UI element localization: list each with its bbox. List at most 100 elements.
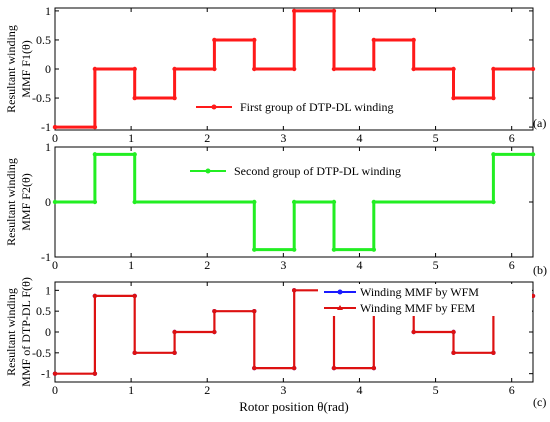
series-point <box>132 199 137 205</box>
series-point <box>451 329 456 335</box>
series-point <box>371 66 377 72</box>
x-tick-label: 6 <box>509 383 515 397</box>
panel-b: 0 1 2 3 4 5 6-101 Resultant winding MMF F2(θ) … <box>4 140 547 277</box>
panel-a-legend-label: First group of DTP-DL winding <box>240 100 394 114</box>
series-point <box>92 152 98 157</box>
series-point <box>291 247 297 252</box>
x-tick-label: 3 <box>280 383 286 397</box>
series-point <box>331 365 337 371</box>
x-tick-label: 1 <box>128 383 134 397</box>
y-tick-label: -1 <box>41 250 51 264</box>
panel-a-tag: (a) <box>533 116 546 130</box>
panel-a-ylabel-2: MMF F1(θ) <box>19 40 33 97</box>
series-point <box>172 329 177 335</box>
series-point <box>252 308 257 314</box>
x-tick-label: 0 <box>52 258 58 272</box>
panel-b-ylabel-2: MMF F2(θ) <box>19 173 33 230</box>
series-point <box>132 66 137 72</box>
panel-c-legend: Winding MMF by WFM Winding MMF by FEM <box>318 284 532 316</box>
y-tick-label: -1 <box>41 367 51 381</box>
series-point <box>451 95 456 101</box>
series-point <box>172 66 177 72</box>
series-point <box>172 95 177 101</box>
series-point <box>132 152 137 157</box>
series-point <box>491 199 496 205</box>
panel-a-ylabel-1: Resultant winding <box>4 25 18 113</box>
x-tick-label: 2 <box>204 131 210 145</box>
x-axis-label: Rotor position θ(rad) <box>239 399 349 414</box>
panel-c-ylabel-1: Resultant winding <box>4 288 18 376</box>
x-tick-label: 1 <box>128 258 134 272</box>
y-tick-label: 0.5 <box>36 304 51 318</box>
y-tick-label: 1 <box>45 283 51 297</box>
panel-c-legend-label-2: Winding MMF by FEM <box>360 301 476 315</box>
series-point <box>530 66 536 72</box>
x-tick-label: 6 <box>509 131 515 145</box>
series-point <box>92 371 98 376</box>
x-tick-label: 4 <box>356 383 362 397</box>
series-point <box>291 365 297 371</box>
series-point <box>212 308 217 314</box>
series-point <box>212 66 217 72</box>
x-tick-label: 0 <box>52 131 58 145</box>
panel-a: 0 1 2 3 4 5 6 -1 -0.5 0 0.5 1 Resultant winding MMF… <box>4 4 546 145</box>
series-point <box>411 37 416 43</box>
series-line <box>55 9 533 129</box>
series-point <box>252 66 257 72</box>
series-point <box>331 247 337 252</box>
series-point <box>491 66 496 72</box>
series-point <box>92 199 98 205</box>
series-point <box>52 371 58 376</box>
series-point <box>491 152 496 157</box>
panel-b-tag: (b) <box>533 263 547 277</box>
series-line <box>55 289 533 375</box>
x-tick-label: 4 <box>356 131 362 145</box>
series-point <box>291 199 297 205</box>
x-tick-label: 5 <box>433 258 439 272</box>
series-point <box>132 350 137 356</box>
series-point <box>252 365 257 371</box>
series-point <box>371 247 377 252</box>
series-point <box>491 350 496 356</box>
series-line <box>55 152 533 252</box>
y-tick-label: 1 <box>45 140 51 154</box>
series-point <box>172 350 177 356</box>
series-point <box>451 66 456 72</box>
x-tick-label: 3 <box>280 258 286 272</box>
series-point <box>252 247 257 252</box>
series-point <box>371 365 377 371</box>
series-point <box>371 37 377 43</box>
series-point <box>291 66 297 72</box>
series-point <box>411 66 416 72</box>
series-point <box>92 124 98 130</box>
panel-b-ylabel-1: Resultant winding <box>4 158 18 246</box>
series-point <box>212 329 217 335</box>
panel-a-ticks: 0 1 2 3 4 5 6 -1 -0.5 0 0.5 1 <box>32 4 533 145</box>
series-point <box>52 199 58 205</box>
x-tick-label: 6 <box>509 258 515 272</box>
series-point <box>92 293 98 299</box>
panel-b-ticks: 0 1 2 3 4 5 6-101 <box>41 140 533 272</box>
x-tick-label: 5 <box>433 383 439 397</box>
series-point <box>530 152 536 157</box>
x-tick-label: 4 <box>356 258 362 272</box>
series-point <box>252 37 257 43</box>
series-point <box>291 8 297 14</box>
series-point <box>371 199 377 205</box>
series-point <box>212 37 217 43</box>
panel-b-legend: Second group of DTP-DL winding <box>190 164 401 178</box>
panel-b-plot <box>52 152 536 252</box>
y-tick-label: -1 <box>41 120 51 134</box>
panel-c-tag: (c) <box>533 395 546 409</box>
panel-c-ylabel-2: MMF of DTP-DL F(θ) <box>19 277 33 387</box>
x-tick-label: 5 <box>433 131 439 145</box>
series-point <box>331 66 337 72</box>
y-tick-label: 1 <box>45 4 51 18</box>
panel-c: 0 1 2 3 4 5 6 -1 -0.5 0 0.5 1 Resultant winding MMF… <box>4 277 546 409</box>
series-point <box>411 329 416 335</box>
y-tick-label: 0.5 <box>36 33 51 47</box>
panel-a-plot <box>52 8 536 130</box>
x-tick-label: 1 <box>128 131 134 145</box>
series-point <box>252 199 257 205</box>
